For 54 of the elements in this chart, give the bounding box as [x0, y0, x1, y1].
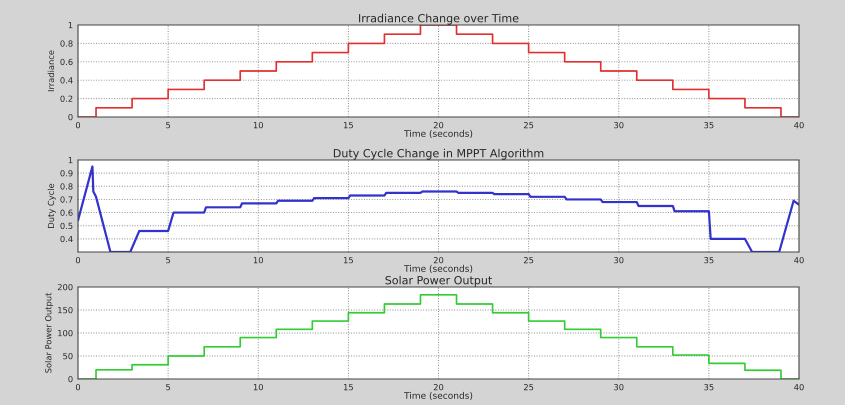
y-tick-label: 0.5 [60, 222, 72, 229]
x-tick-label: 20 [434, 257, 444, 264]
x-tick-label: 15 [344, 122, 353, 128]
x-tick-label: 35 [704, 384, 714, 390]
x-tick-label: 30 [614, 257, 624, 264]
x-tick-label: 20 [434, 384, 444, 390]
y-tick-label: 50 [63, 352, 73, 360]
chart-title: Solar Power Output [385, 276, 492, 287]
x-axis-title: Time (seconds) [404, 264, 472, 273]
x-tick-label: 30 [614, 384, 624, 390]
y-tick-label: 200 [58, 284, 73, 290]
y-tick-label: 0 [68, 114, 73, 120]
x-tick-label: 10 [254, 122, 263, 128]
x-tick-label: 0 [76, 122, 80, 128]
y-tick-label: 1 [68, 22, 72, 28]
x-tick-label: 15 [344, 384, 353, 390]
y-tick-label: 0.4 [60, 236, 73, 242]
x-tick-label: 5 [166, 384, 170, 390]
x-tick-label: 5 [166, 122, 170, 128]
y-axis-title: Duty Cycle [48, 184, 56, 228]
x-axis-title: Time (seconds) [404, 392, 472, 400]
y-tick-label: 100 [58, 330, 73, 336]
y-tick-label: 0.6 [60, 58, 73, 66]
x-tick-label: 35 [704, 257, 714, 264]
x-tick-label: 40 [794, 257, 804, 264]
y-tick-label: 0.4 [60, 77, 73, 84]
x-tick-label: 10 [254, 257, 263, 264]
y-axis-title: Irradiance [48, 50, 54, 92]
x-tick-label: 0 [76, 384, 80, 390]
y-tick-label: 150 [58, 306, 73, 314]
x-tick-label: 25 [524, 257, 534, 264]
y-tick-label: 1 [68, 157, 72, 164]
y-tick-label: 0.8 [60, 40, 73, 47]
chart-title: Duty Cycle Change in MPPT Algorithm [334, 148, 544, 160]
y-axis-title: Solar Power Output [45, 292, 54, 373]
y-tick-label: 0.8 [60, 183, 73, 190]
x-tick-label: 10 [254, 384, 263, 390]
y-tick-label: 0.7 [60, 196, 72, 203]
x-tick-label: 20 [434, 122, 444, 128]
x-axis-title: Time (seconds) [404, 130, 472, 138]
y-tick-label: 0 [68, 376, 73, 382]
x-tick-label: 15 [344, 257, 353, 264]
x-tick-label: 25 [524, 384, 534, 390]
chart-title: Irradiance Change over Time [359, 14, 518, 25]
x-tick-label: 30 [614, 122, 624, 128]
y-tick-label: 0.2 [60, 96, 72, 102]
y-tick-label: 0.9 [60, 170, 73, 176]
x-tick-label: 35 [704, 122, 714, 128]
x-tick-label: 5 [166, 257, 170, 264]
x-tick-label: 25 [524, 122, 534, 128]
x-tick-label: 0 [76, 257, 80, 264]
x-tick-label: 40 [794, 384, 804, 390]
y-tick-label: 0.6 [60, 210, 73, 216]
x-tick-label: 40 [794, 122, 804, 128]
